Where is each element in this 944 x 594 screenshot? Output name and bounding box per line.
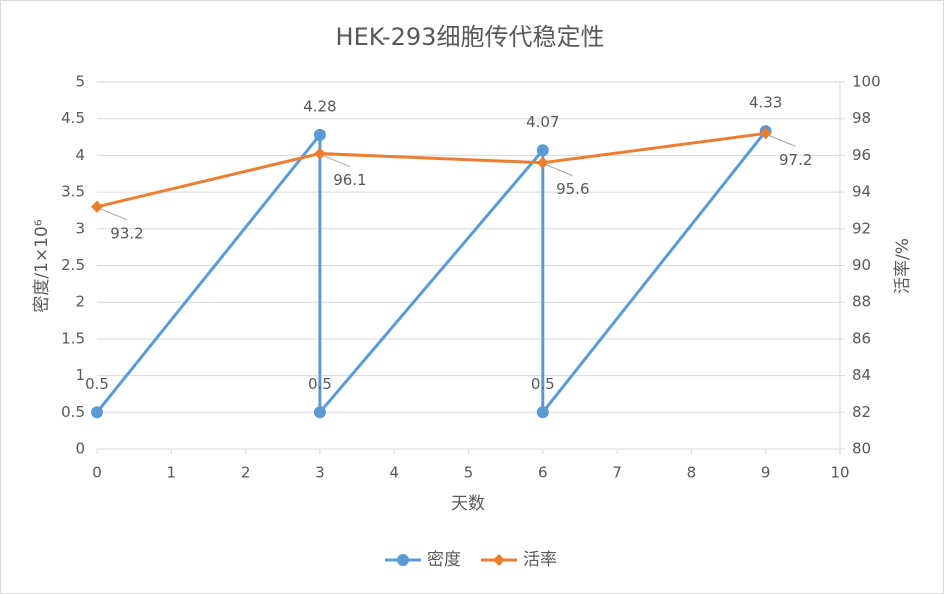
marker (536, 406, 549, 419)
leader-line (768, 134, 796, 147)
legend-marker (397, 554, 409, 566)
marker (313, 147, 326, 160)
data-label: 4.33 (749, 94, 782, 112)
y2-tick-label: 98 (852, 109, 871, 127)
data-label: 0.5 (531, 375, 555, 393)
series-line (95, 130, 767, 417)
data-label: 4.28 (303, 97, 336, 115)
data-label: 95.6 (556, 180, 589, 198)
legend-label: 活率 (523, 550, 557, 570)
y-tick-label: 0.5 (61, 403, 85, 421)
y-tick-label: 1.5 (61, 329, 85, 347)
data-label: 4.07 (526, 113, 559, 131)
x-tick-label: 10 (830, 464, 849, 482)
leader-line (322, 155, 351, 168)
x-tick-label: 2 (241, 464, 251, 482)
y2-tick-label: 88 (852, 293, 871, 311)
marker (536, 144, 549, 157)
y2-tick-label: 94 (852, 183, 871, 201)
chart-title: HEK-293细胞传代稳定性 (336, 23, 605, 51)
y2-tick-label: 86 (852, 329, 871, 347)
x-tick-label: 8 (687, 464, 697, 482)
y2-tick-label: 100 (852, 73, 881, 91)
y-tick-label: 2 (75, 293, 85, 311)
y-tick-label: 5 (75, 73, 85, 91)
marker (91, 200, 103, 213)
marker (536, 156, 549, 169)
legend-marker (493, 554, 505, 566)
x-tick-label: 1 (167, 464, 177, 482)
marker (313, 128, 326, 141)
y-tick-label: 3 (75, 219, 85, 237)
legend-label: 密度 (427, 550, 461, 570)
marker (91, 406, 103, 419)
marker (759, 127, 772, 140)
y-tick-label: 3.5 (61, 183, 85, 201)
x-tick-label: 3 (315, 464, 325, 482)
y-tick-label: 2.5 (61, 256, 85, 274)
x-axis-label: 天数 (451, 494, 485, 514)
x-tick-label: 5 (464, 464, 474, 482)
x-tick-label: 7 (612, 464, 622, 482)
data-label: 93.2 (110, 224, 143, 242)
leader-line (545, 164, 573, 177)
y2-tick-label: 84 (852, 366, 871, 384)
y-tick-label: 4 (75, 146, 85, 164)
x-tick-label: 9 (761, 464, 771, 482)
y-tick-label: 1 (75, 366, 85, 384)
series-line (96, 131, 766, 209)
leader-line (99, 208, 128, 221)
y2-tick-label: 80 (852, 440, 871, 458)
y2-tick-label: 90 (852, 256, 871, 274)
y-axis-label: 密度/1×10⁶ (32, 219, 52, 312)
data-label: 0.5 (85, 375, 109, 393)
y2-tick-label: 96 (852, 146, 871, 164)
x-tick-label: 4 (389, 464, 399, 482)
data-label: 97.2 (779, 151, 812, 169)
x-tick-label: 0 (92, 464, 102, 482)
y2-axis-label: 活率/% (893, 238, 913, 294)
y-tick-label: 0 (75, 440, 85, 458)
data-label: 0.5 (308, 375, 332, 393)
y2-tick-label: 92 (852, 219, 871, 237)
y2-tick-label: 82 (852, 403, 871, 421)
marker (313, 406, 326, 419)
data-label: 96.1 (333, 171, 366, 189)
x-tick-label: 6 (538, 464, 548, 482)
y-tick-label: 4.5 (61, 109, 85, 127)
